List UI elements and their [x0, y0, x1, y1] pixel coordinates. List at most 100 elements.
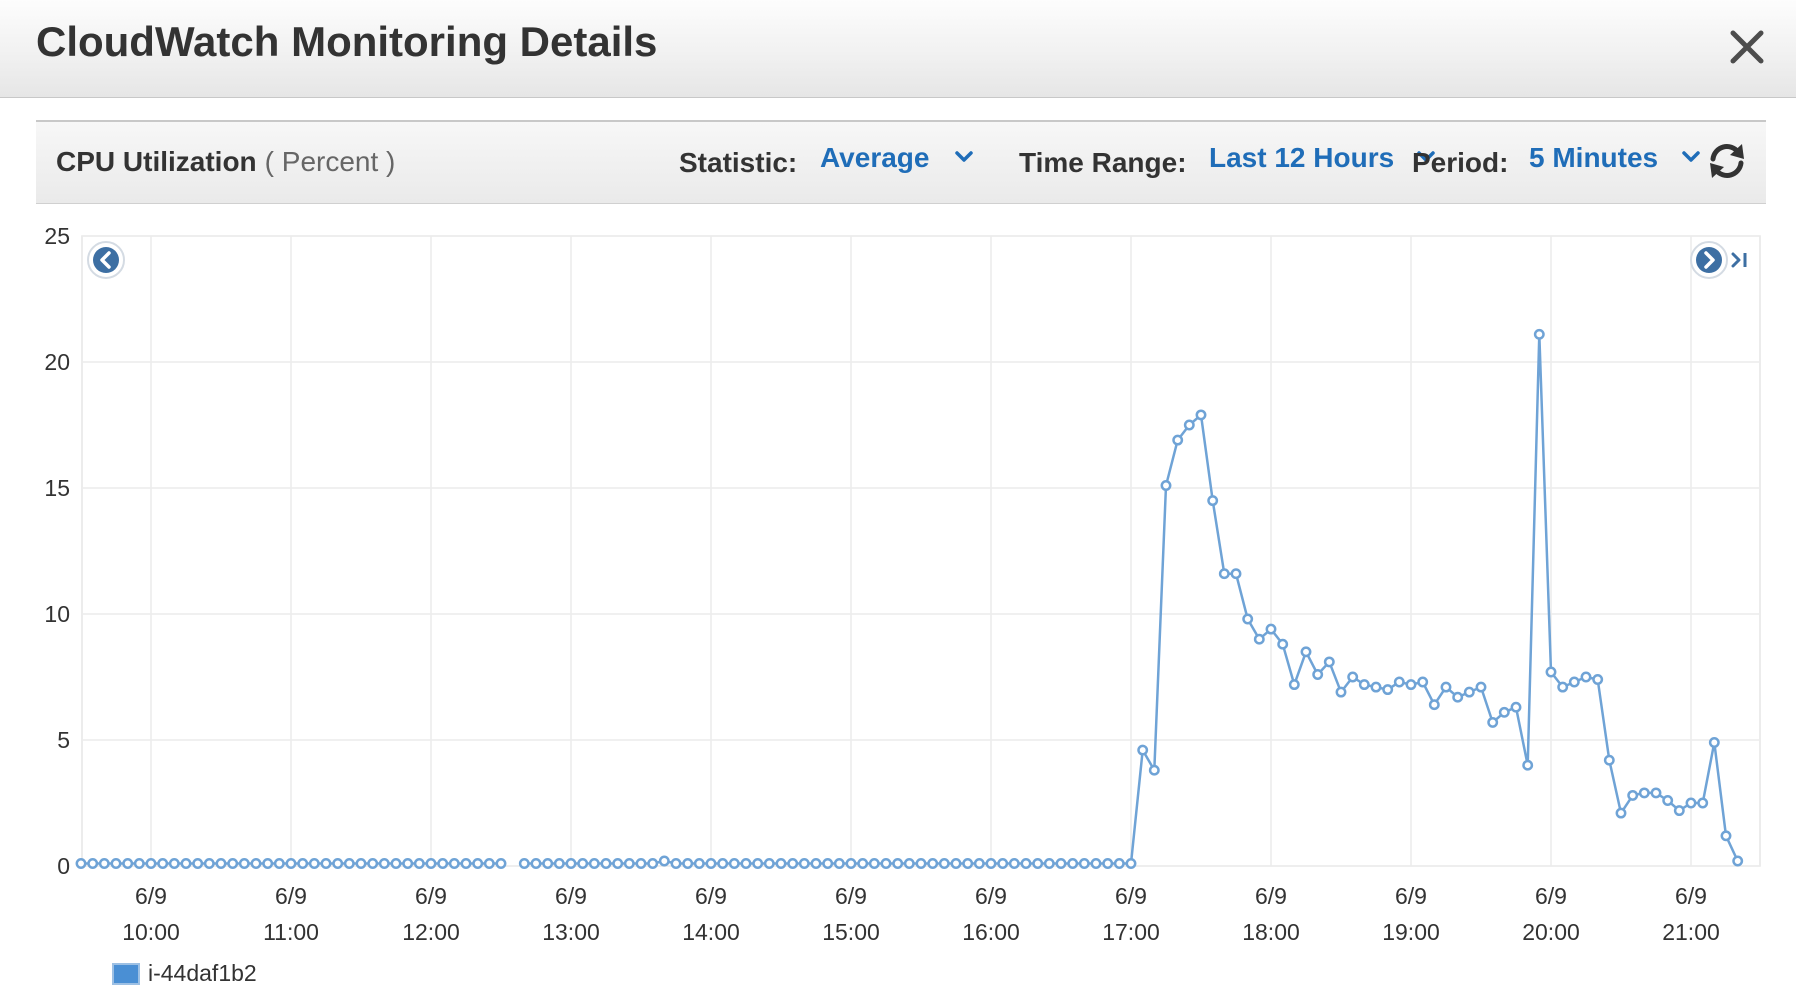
data-point: [285, 858, 297, 869]
data-point: [1265, 623, 1277, 635]
data-point: [227, 858, 239, 869]
data-point: [565, 858, 577, 869]
x-tick-date: 6/9: [135, 883, 167, 909]
dialog-header: CloudWatch Monitoring Details: [0, 0, 1796, 98]
y-tick-label: 5: [57, 727, 70, 753]
data-point: [390, 858, 402, 869]
chevron-down-icon[interactable]: [1681, 150, 1701, 164]
data-point: [1242, 613, 1254, 625]
data-point: [822, 858, 834, 869]
data-point: [378, 858, 390, 869]
data-point: [1638, 787, 1650, 799]
x-tick-date: 6/9: [1535, 883, 1567, 909]
data-point: [787, 858, 799, 869]
data-point: [577, 858, 589, 869]
data-point: [612, 858, 624, 869]
data-point: [1627, 789, 1639, 801]
prev-period-button[interactable]: [87, 241, 125, 279]
data-point: [682, 858, 694, 869]
data-point: [600, 858, 612, 869]
data-point: [1685, 797, 1697, 809]
data-point: [623, 858, 635, 869]
x-tick-time: 18:00: [1242, 919, 1300, 945]
data-point: [1137, 744, 1149, 756]
x-tick-time: 19:00: [1382, 919, 1440, 945]
x-tick-time: 10:00: [122, 919, 180, 945]
data-point: [87, 858, 99, 869]
data-point: [647, 858, 659, 869]
data-point: [798, 858, 810, 869]
x-tick-time: 13:00: [542, 919, 600, 945]
metric-toolbar: CPU Utilization( Percent ) Statistic: Av…: [36, 120, 1766, 204]
data-point: [1230, 568, 1242, 580]
data-point: [495, 858, 507, 869]
data-point: [1125, 858, 1137, 869]
data-point: [192, 858, 204, 869]
data-point: [518, 858, 530, 869]
data-point: [1020, 858, 1032, 869]
data-point: [705, 858, 717, 869]
data-point: [1055, 858, 1067, 869]
data-point: [1545, 666, 1557, 678]
x-tick-date: 6/9: [555, 883, 587, 909]
data-point: [1452, 691, 1464, 703]
data-point: [1440, 681, 1452, 693]
data-point: [308, 858, 320, 869]
data-point: [1708, 737, 1720, 748]
metric-title: CPU Utilization( Percent ): [56, 146, 395, 178]
data-point: [763, 858, 775, 869]
statistic-dropdown[interactable]: Average: [820, 142, 930, 173]
data-point: [752, 858, 764, 869]
data-point: [1533, 328, 1545, 340]
period-dropdown[interactable]: 5 Minutes: [1529, 142, 1659, 173]
data-point: [985, 858, 997, 869]
data-point: [1253, 633, 1265, 645]
y-tick-label: 0: [57, 853, 70, 879]
data-point: [542, 858, 554, 869]
refresh-button[interactable]: [1704, 138, 1750, 184]
next-period-button[interactable]: [1690, 241, 1728, 279]
data-point: [437, 858, 449, 869]
data-point: [343, 858, 355, 869]
data-point: [297, 858, 309, 869]
time-range-dropdown[interactable]: Last 12 Hours: [1209, 142, 1395, 173]
x-tick-time: 17:00: [1102, 919, 1160, 945]
x-tick-time: 12:00: [402, 919, 460, 945]
data-point: [1650, 787, 1662, 799]
skip-to-latest-button[interactable]: [1731, 252, 1747, 268]
data-point: [588, 858, 600, 869]
data-point: [1102, 858, 1114, 869]
data-point: [413, 858, 425, 869]
data-point: [483, 858, 495, 869]
chevron-down-icon[interactable]: [954, 150, 974, 164]
data-point: [1078, 858, 1090, 869]
data-point: [717, 858, 729, 869]
x-tick-time: 20:00: [1522, 919, 1580, 945]
statistic-label: Statistic:: [679, 147, 798, 178]
x-tick-date: 6/9: [1255, 883, 1287, 909]
data-point: [997, 858, 1009, 869]
x-axis-labels: 6/9 10:00 6/9 11:00 6/9 12:00 6/9 13:00 6/9 14:00…: [122, 883, 1720, 945]
data-point: [1603, 754, 1615, 766]
close-button[interactable]: [1724, 24, 1770, 70]
data-point: [857, 858, 869, 869]
data-point: [903, 858, 915, 869]
x-tick-time: 14:00: [682, 919, 740, 945]
data-point: [180, 858, 192, 869]
data-point: [1405, 679, 1417, 691]
data-point: [1417, 676, 1429, 688]
metric-unit: ( Percent ): [264, 146, 396, 177]
x-tick-time: 21:00: [1662, 919, 1720, 945]
x-tick-date: 6/9: [835, 883, 867, 909]
data-point: [1277, 638, 1289, 650]
data-point: [962, 858, 974, 869]
y-tick-label: 15: [44, 475, 70, 501]
data-point: [1172, 434, 1184, 446]
refresh-icon: [1710, 144, 1744, 178]
data-point: [740, 858, 752, 869]
data-point: [530, 858, 542, 869]
data-point: [1592, 674, 1604, 685]
legend-swatch: [112, 962, 140, 985]
chevron-down-icon[interactable]: [1416, 150, 1436, 164]
data-point: [1522, 759, 1534, 771]
